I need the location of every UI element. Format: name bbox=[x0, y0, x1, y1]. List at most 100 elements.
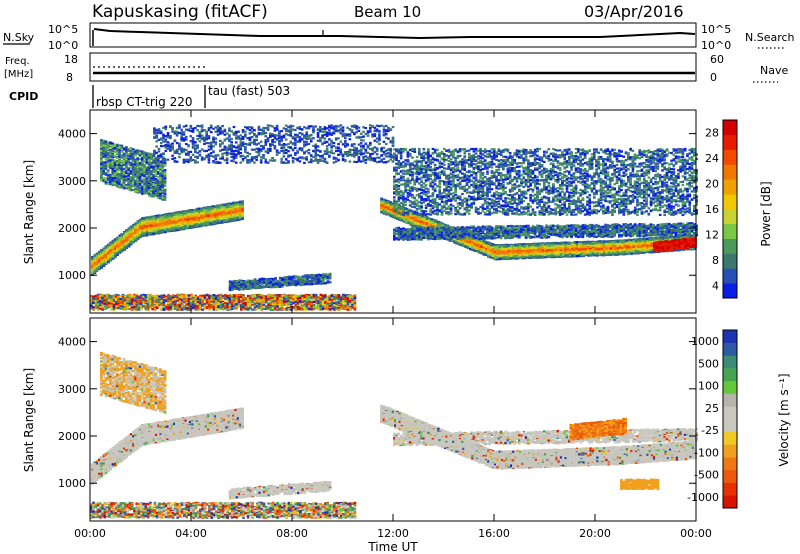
power-mark bbox=[146, 233, 149, 235]
power-mark bbox=[116, 254, 119, 256]
power-mark bbox=[155, 227, 158, 229]
power-mark bbox=[128, 236, 131, 238]
power-mark bbox=[134, 235, 137, 237]
power-mark bbox=[128, 229, 131, 231]
power-mark bbox=[128, 241, 131, 243]
power-mark bbox=[112, 258, 115, 260]
power-mark bbox=[137, 222, 140, 224]
power-mark bbox=[139, 228, 142, 230]
power-mark bbox=[114, 243, 117, 245]
power-mark bbox=[148, 228, 151, 230]
power-mark bbox=[130, 234, 133, 236]
power-mark bbox=[159, 217, 162, 219]
power-mark bbox=[139, 220, 142, 222]
power-mark bbox=[91, 269, 94, 271]
power-mark bbox=[150, 217, 153, 219]
power-mark bbox=[134, 237, 137, 239]
power-mark bbox=[114, 239, 117, 241]
power-mark bbox=[148, 225, 151, 227]
power-mark bbox=[91, 263, 94, 265]
power-mark bbox=[109, 247, 112, 249]
power-mark bbox=[98, 260, 101, 262]
power-mark bbox=[148, 230, 151, 232]
power-mark bbox=[150, 233, 153, 235]
n-sky-label: N.Sky bbox=[3, 31, 35, 44]
nave-tick-top: 60 bbox=[710, 53, 724, 66]
power-mark bbox=[96, 256, 99, 258]
power-mark bbox=[125, 240, 128, 242]
power-mark bbox=[139, 232, 142, 234]
power-mark bbox=[98, 255, 101, 257]
power-mark bbox=[123, 240, 126, 242]
power-mark bbox=[114, 245, 117, 247]
power-mark bbox=[112, 250, 115, 252]
power-mark bbox=[123, 232, 126, 234]
power-mark bbox=[116, 251, 119, 253]
power-mark bbox=[105, 245, 108, 247]
power-mark bbox=[109, 255, 112, 257]
power-mark bbox=[153, 230, 156, 232]
power-mark bbox=[155, 216, 158, 218]
power-mark bbox=[91, 258, 94, 260]
power-mark bbox=[157, 215, 160, 217]
power-mark bbox=[116, 249, 119, 251]
power-mark bbox=[121, 237, 124, 239]
power-mark bbox=[119, 242, 122, 244]
power-mark bbox=[130, 230, 133, 232]
power-mark bbox=[132, 226, 135, 228]
power-mark bbox=[150, 224, 153, 226]
power-mark bbox=[144, 232, 147, 234]
noise-panel: N.Sky 10^5 10^0 10^5 10^0 N.Search bbox=[3, 23, 795, 52]
power-mark bbox=[94, 255, 97, 257]
power-mark bbox=[91, 265, 94, 267]
power-mark bbox=[119, 247, 122, 249]
power-mark bbox=[107, 255, 110, 257]
power-mark bbox=[105, 259, 108, 261]
power-mark bbox=[144, 235, 147, 237]
cpid-segment-2-label: tau (fast) 503 bbox=[208, 84, 290, 98]
power-mark bbox=[125, 233, 128, 235]
power-mark bbox=[103, 265, 106, 267]
power-mark bbox=[144, 225, 147, 227]
power-mark bbox=[114, 250, 117, 252]
power-mark bbox=[114, 256, 117, 258]
power-mark bbox=[98, 266, 101, 268]
power-mark bbox=[153, 221, 156, 223]
power-mark bbox=[132, 234, 135, 236]
power-mark bbox=[125, 237, 128, 239]
power-mark bbox=[125, 242, 128, 244]
power-mark bbox=[112, 241, 115, 243]
power-mark bbox=[112, 253, 115, 255]
cpid-label: CPID bbox=[9, 90, 38, 103]
power-mark bbox=[150, 222, 153, 224]
power-mark bbox=[103, 252, 106, 254]
date-label: 03/Apr/2016 bbox=[584, 2, 684, 21]
frequency-frame bbox=[90, 53, 696, 81]
power-mark bbox=[144, 222, 147, 224]
power-mark bbox=[105, 249, 108, 251]
power-mark bbox=[153, 226, 156, 228]
power-mark bbox=[121, 244, 124, 246]
power-mark bbox=[132, 238, 135, 240]
freq-tick-bottom: 8 bbox=[66, 71, 73, 84]
power-mark bbox=[107, 244, 110, 246]
power-mark bbox=[114, 252, 117, 254]
noise-frame bbox=[90, 23, 696, 47]
power-mark bbox=[100, 250, 103, 252]
power-mark bbox=[155, 230, 158, 232]
power-mark bbox=[121, 239, 124, 241]
power-mark bbox=[96, 262, 99, 264]
power-mark bbox=[141, 222, 144, 224]
power-mark bbox=[109, 258, 112, 260]
power-mark bbox=[148, 219, 151, 221]
power-mark bbox=[105, 256, 108, 258]
power-mark bbox=[146, 216, 149, 218]
power-mark bbox=[153, 217, 156, 219]
power-mark bbox=[109, 252, 112, 254]
power-mark bbox=[119, 237, 122, 239]
power-mark bbox=[144, 218, 147, 220]
power-mark bbox=[103, 249, 106, 251]
power-mark bbox=[159, 221, 162, 223]
